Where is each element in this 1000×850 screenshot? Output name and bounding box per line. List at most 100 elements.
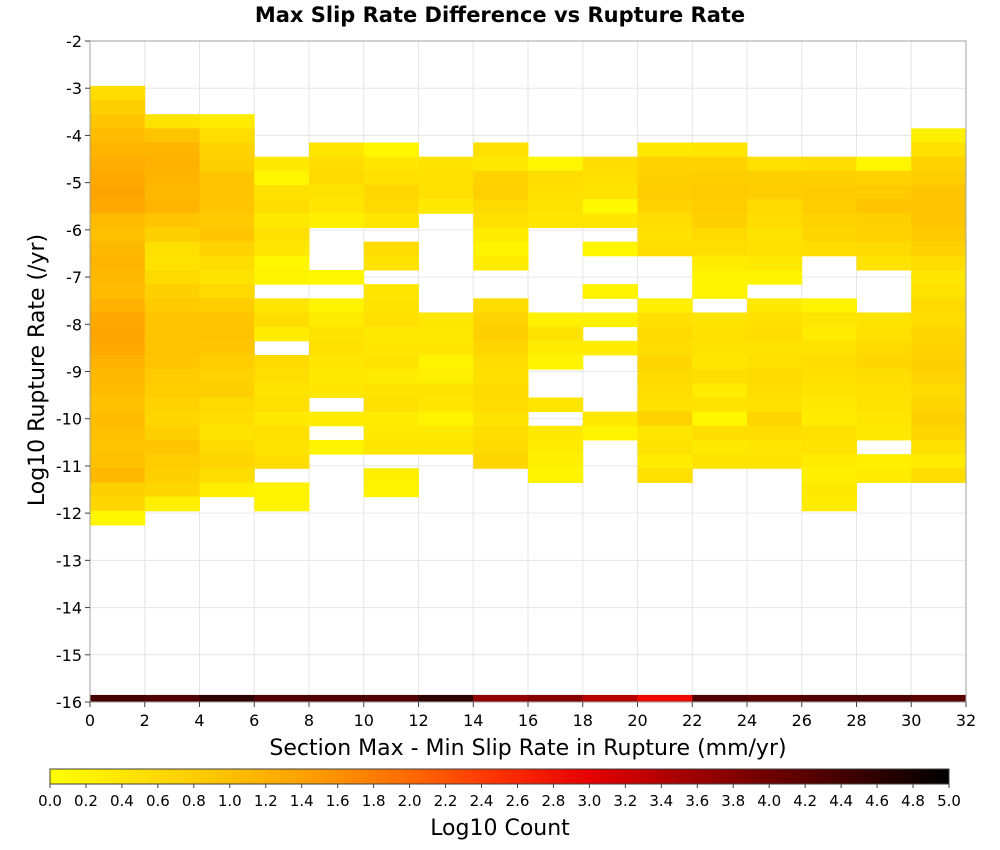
heatmap-cell (144, 354, 200, 370)
heatmap-cell (418, 312, 474, 328)
heatmap-cell (144, 298, 200, 313)
heatmap-cell (637, 468, 693, 483)
heatmap-cell (254, 454, 310, 469)
x-tick-label: 10 (354, 711, 374, 730)
colorbar-tick-label: 1.8 (362, 792, 386, 810)
heatmap-cell (856, 170, 912, 186)
heatmap-cell (692, 255, 748, 271)
heatmap-cell (418, 439, 474, 455)
colorbar-tick-label: 1.0 (218, 792, 242, 810)
heatmap-cell (692, 199, 748, 214)
heatmap-cell (692, 227, 748, 243)
heatmap-cell (90, 185, 146, 200)
heatmap-cell (692, 269, 748, 285)
heatmap-cell (363, 354, 419, 370)
colorbar-tick-label: 1.4 (290, 792, 314, 810)
heatmap-cell (254, 269, 310, 285)
heatmap-cell (199, 482, 255, 498)
heatmap-cell (363, 468, 419, 483)
heatmap-cell (199, 369, 255, 384)
heatmap-cell (801, 482, 857, 498)
heatmap-cell-bottom (637, 694, 693, 702)
heatmap-cell (528, 185, 584, 200)
heatmap-cell (911, 383, 967, 398)
colorbar-tick-label: 2.4 (470, 792, 494, 810)
heatmap-cell (418, 397, 474, 413)
heatmap-cell (144, 454, 200, 469)
heatmap-cell (199, 298, 255, 313)
heatmap-cell (363, 213, 419, 228)
heatmap-cell (747, 326, 803, 342)
heatmap-cell (801, 425, 857, 441)
heatmap-cell (856, 369, 912, 384)
y-tick-label: -6 (66, 221, 82, 240)
heatmap-cell (473, 255, 529, 271)
heatmap-cell (911, 411, 967, 427)
x-axis-ticks: 0 2 4 6 8 10 12 14 16 18 20 22 24 26 28 30 32 (85, 702, 976, 730)
heatmap-cell (254, 312, 310, 328)
heatmap-cell (911, 255, 967, 271)
heatmap-cell (254, 241, 310, 257)
y-tick-label: -10 (56, 410, 82, 429)
heatmap-cell (254, 439, 310, 455)
heatmap-cell (747, 454, 803, 469)
heatmap-cell (528, 312, 584, 328)
heatmap-cell (473, 383, 529, 398)
heatmap-cell (254, 156, 310, 172)
heatmap-cell (528, 326, 584, 342)
heatmap-cell (856, 468, 912, 483)
heatmap-cell-bottom (911, 694, 967, 702)
heatmap-cell (911, 340, 967, 356)
heatmap-cell (144, 269, 200, 285)
heatmap-cell (90, 383, 146, 398)
heatmap-cell (144, 439, 200, 455)
x-tick-label: 26 (792, 711, 812, 730)
colorbar-tick-label: 3.6 (685, 792, 709, 810)
heatmap-cell (309, 298, 365, 313)
heatmap-cell (90, 340, 146, 356)
heatmap-cell (473, 354, 529, 370)
heatmap-cell (254, 199, 310, 214)
heatmap-cell (473, 397, 529, 413)
heatmap-cell (144, 397, 200, 413)
heatmap-cell (747, 185, 803, 200)
y-tick-label: -9 (66, 363, 82, 382)
colorbar (49, 768, 950, 785)
heatmap-cell (692, 383, 748, 398)
heatmap-cell (801, 354, 857, 370)
heatmap-cell (911, 354, 967, 370)
heatmap-cell-bottom (199, 694, 255, 702)
colorbar-tick-label: 2.2 (434, 792, 458, 810)
heatmap-cell (911, 156, 967, 172)
heatmap-cell (747, 312, 803, 328)
heatmap-cell (692, 170, 748, 186)
heatmap-cell-bottom (473, 694, 529, 702)
heatmap-cell (528, 468, 584, 483)
heatmap-cell (801, 369, 857, 384)
heatmap-cell (911, 425, 967, 441)
heatmap-cell (747, 354, 803, 370)
heatmap-cell (692, 213, 748, 228)
heatmap-cell (90, 156, 146, 172)
heatmap-cell (418, 411, 474, 427)
heatmap-cell (801, 439, 857, 455)
heatmap-cell (473, 227, 529, 243)
heatmap-cell (254, 255, 310, 271)
heatmap-cell (801, 326, 857, 342)
colorbar-tick-label: 4.0 (757, 792, 781, 810)
heatmap-cell-bottom (582, 694, 638, 702)
x-tick-label: 4 (194, 711, 204, 730)
heatmap-cell (90, 468, 146, 483)
heatmap-cell (199, 114, 255, 129)
heatmap-cell (90, 439, 146, 455)
heatmap-cell (90, 100, 146, 115)
heatmap-cell (528, 354, 584, 370)
heatmap-cell (363, 185, 419, 200)
heatmap-cell (363, 255, 419, 271)
heatmap-cell (911, 269, 967, 285)
x-tick-label: 16 (518, 711, 538, 730)
heatmap-cell (856, 340, 912, 356)
heatmap-cell (637, 298, 693, 313)
heatmap-cell (473, 425, 529, 441)
heatmap-cell (637, 369, 693, 384)
